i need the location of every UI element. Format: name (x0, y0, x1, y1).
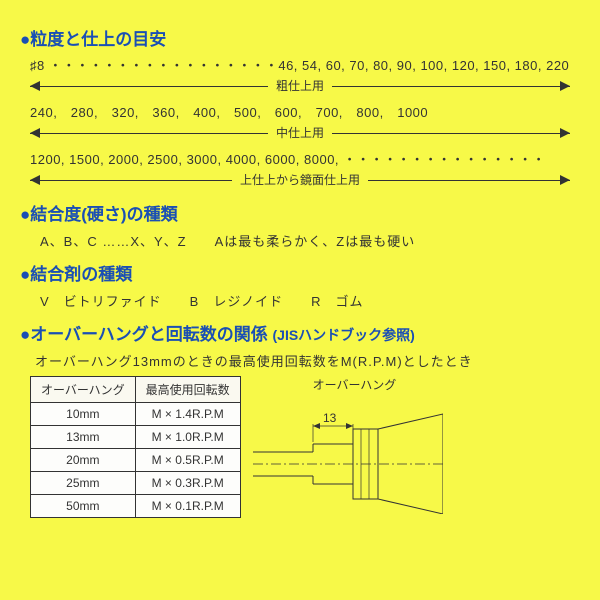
range-bar-coarse: 粗仕上用 (30, 76, 570, 96)
diagram-label: オーバーハング (313, 376, 397, 393)
table-header-overhang: オーバーハング (31, 377, 136, 403)
grit-row-3: 1200, 1500, 2000, 2500, 3000, 4000, 6000… (30, 149, 580, 168)
overhang-table: オーバーハング 最高使用回転数 10mmM × 1.4R.P.M 13mmM ×… (30, 376, 241, 518)
hardness-text: A、B、C ……X、Y、Z Aは最も柔らかく、Zは最も硬い (40, 231, 580, 250)
binder-text: V ビトリファイド B レジノイド R ゴム (40, 291, 580, 310)
table-row: 50mmM × 0.1R.P.M (31, 495, 241, 518)
overhang-diagram: オーバーハング 13 (253, 376, 443, 516)
section-title-grit: ●粒度と仕上の目安 (20, 25, 580, 50)
grit-row-2: 240, 280, 320, 360, 400, 500, 600, 700, … (30, 102, 580, 121)
section-title-overhang: ●オーバーハングと回転数の関係 (JISハンドブック参照) (20, 320, 580, 345)
table-header-rpm: 最高使用回転数 (135, 377, 240, 403)
table-row: 13mmM × 1.0R.P.M (31, 426, 241, 449)
table-row: 20mmM × 0.5R.P.M (31, 449, 241, 472)
overhang-lead: オーバーハング13mmのときの最高使用回転数をM(R.P.M)としたとき (35, 351, 580, 370)
table-row: 25mmM × 0.3R.P.M (31, 472, 241, 495)
table-row: 10mmM × 1.4R.P.M (31, 403, 241, 426)
section-title-hardness: ●結合度(硬さ)の種類 (20, 200, 580, 225)
diagram-dim-text: 13 (323, 411, 337, 425)
spindle-diagram-svg: 13 (253, 394, 443, 514)
range-bar-medium: 中仕上用 (30, 123, 570, 143)
range-bar-fine: 上仕上から鏡面仕上用 (30, 170, 570, 190)
section-title-binder: ●結合剤の種類 (20, 260, 580, 285)
grit-row-1: ♯8 ・・・・・・・・・・・・・・・・・46, 54, 60, 70, 80, … (30, 55, 580, 74)
